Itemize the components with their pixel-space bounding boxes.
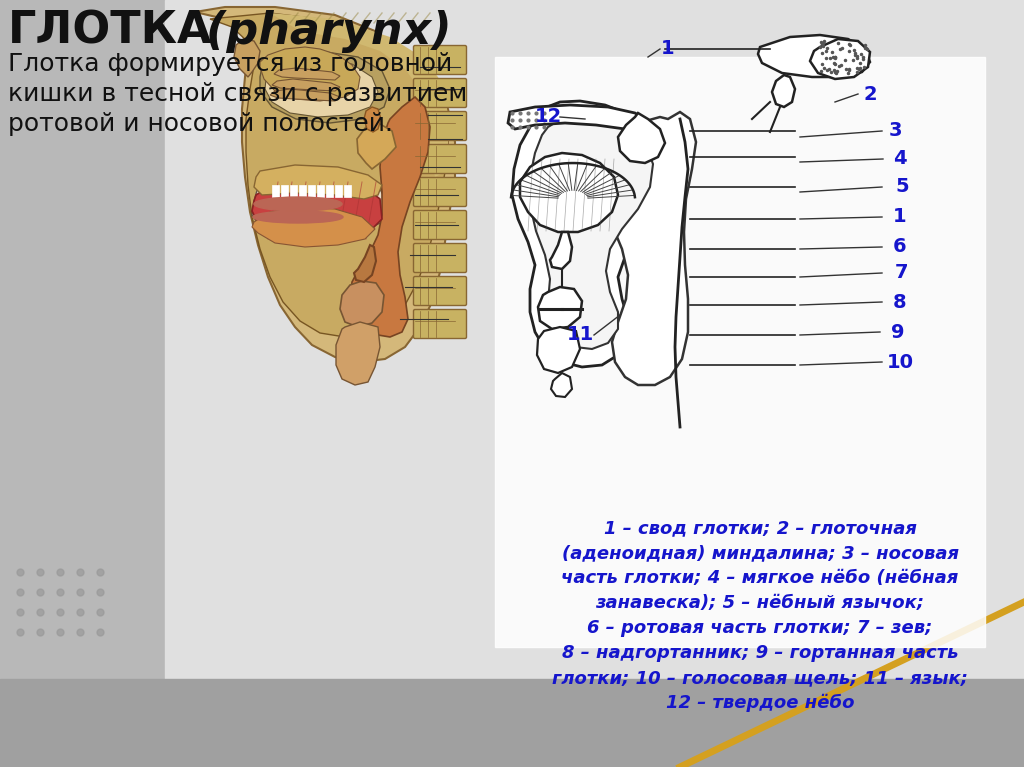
Polygon shape (252, 177, 382, 243)
Text: ротовой и носовой полостей.: ротовой и носовой полостей. (8, 112, 393, 136)
Polygon shape (340, 281, 384, 327)
Bar (495, 57, 985, 647)
Text: глотки; 10 – голосовая щель; 11 – язык;: глотки; 10 – голосовая щель; 11 – язык; (552, 669, 968, 687)
Polygon shape (270, 13, 449, 177)
Ellipse shape (253, 211, 343, 223)
Bar (326, 185, 333, 197)
FancyBboxPatch shape (414, 45, 467, 74)
Polygon shape (357, 124, 396, 169)
Text: ГЛОТКА: ГЛОТКА (8, 10, 213, 53)
Polygon shape (520, 153, 618, 232)
Polygon shape (260, 51, 390, 123)
Bar (290, 185, 297, 197)
Polygon shape (758, 35, 870, 77)
Text: 7: 7 (895, 264, 908, 282)
Polygon shape (252, 207, 375, 247)
FancyBboxPatch shape (414, 243, 467, 272)
Polygon shape (260, 47, 360, 101)
Bar (0, 0, 165, 679)
FancyBboxPatch shape (414, 144, 467, 173)
Polygon shape (538, 287, 582, 329)
Polygon shape (618, 113, 665, 163)
Polygon shape (530, 113, 653, 349)
Polygon shape (274, 68, 340, 80)
Polygon shape (350, 97, 430, 337)
Text: 9: 9 (891, 322, 905, 341)
FancyBboxPatch shape (414, 276, 467, 305)
Polygon shape (195, 7, 455, 362)
Bar (165, 0, 1024, 679)
FancyBboxPatch shape (414, 310, 467, 338)
Polygon shape (336, 322, 380, 385)
Polygon shape (364, 107, 381, 132)
Polygon shape (234, 39, 260, 77)
Text: 12 – твердое нёбо: 12 – твердое нёбо (666, 694, 854, 713)
Polygon shape (605, 112, 696, 385)
Text: (pharynx): (pharynx) (175, 10, 452, 53)
Polygon shape (210, 13, 449, 337)
Polygon shape (772, 75, 795, 107)
Polygon shape (810, 39, 870, 79)
Bar (281, 185, 288, 197)
Polygon shape (354, 245, 376, 282)
Bar (317, 185, 324, 197)
Bar (272, 185, 279, 197)
Text: 1 – свод глотки; 2 – глоточная: 1 – свод глотки; 2 – глоточная (603, 519, 916, 537)
Bar (335, 185, 342, 197)
Text: 6 – ротовая часть глотки; 7 – зев;: 6 – ротовая часть глотки; 7 – зев; (588, 619, 933, 637)
Text: 8: 8 (893, 292, 907, 311)
Text: 10: 10 (887, 353, 913, 371)
Text: занавеска); 5 – нёбный язычок;: занавеска); 5 – нёбный язычок; (595, 594, 925, 612)
Polygon shape (270, 89, 340, 101)
Text: 1: 1 (893, 208, 907, 226)
Bar (308, 185, 315, 197)
Polygon shape (512, 101, 672, 367)
Text: 2: 2 (863, 84, 877, 104)
FancyBboxPatch shape (414, 111, 467, 140)
Polygon shape (550, 232, 572, 269)
Bar (0, 679, 1024, 767)
Text: 5: 5 (895, 177, 909, 196)
Text: 8 – надгортанник; 9 – гортанная часть: 8 – надгортанник; 9 – гортанная часть (562, 644, 958, 662)
Text: 6: 6 (893, 238, 907, 256)
Polygon shape (254, 165, 382, 199)
Text: (аденоидная) миндалина; 3 – носовая: (аденоидная) миндалина; 3 – носовая (561, 544, 958, 562)
Text: 4: 4 (893, 150, 907, 169)
Polygon shape (252, 175, 388, 238)
Text: 3: 3 (888, 121, 902, 140)
Text: кишки в тесной связи с развитием: кишки в тесной связи с развитием (8, 82, 467, 106)
Bar (299, 185, 306, 197)
FancyBboxPatch shape (414, 210, 467, 239)
Polygon shape (537, 327, 580, 373)
Polygon shape (272, 79, 340, 91)
Text: 1: 1 (662, 39, 675, 58)
Text: Глотка формируется из головной: Глотка формируется из головной (8, 52, 453, 76)
Text: 12: 12 (535, 107, 561, 127)
Ellipse shape (254, 197, 342, 211)
FancyBboxPatch shape (414, 177, 467, 206)
Bar (344, 185, 351, 197)
Polygon shape (265, 59, 378, 117)
FancyBboxPatch shape (414, 78, 467, 107)
Polygon shape (551, 373, 572, 397)
Text: 11: 11 (566, 325, 594, 344)
Polygon shape (508, 105, 650, 131)
Text: часть глотки; 4 – мягкое нёбо (нёбная: часть глотки; 4 – мягкое нёбо (нёбная (561, 569, 958, 587)
